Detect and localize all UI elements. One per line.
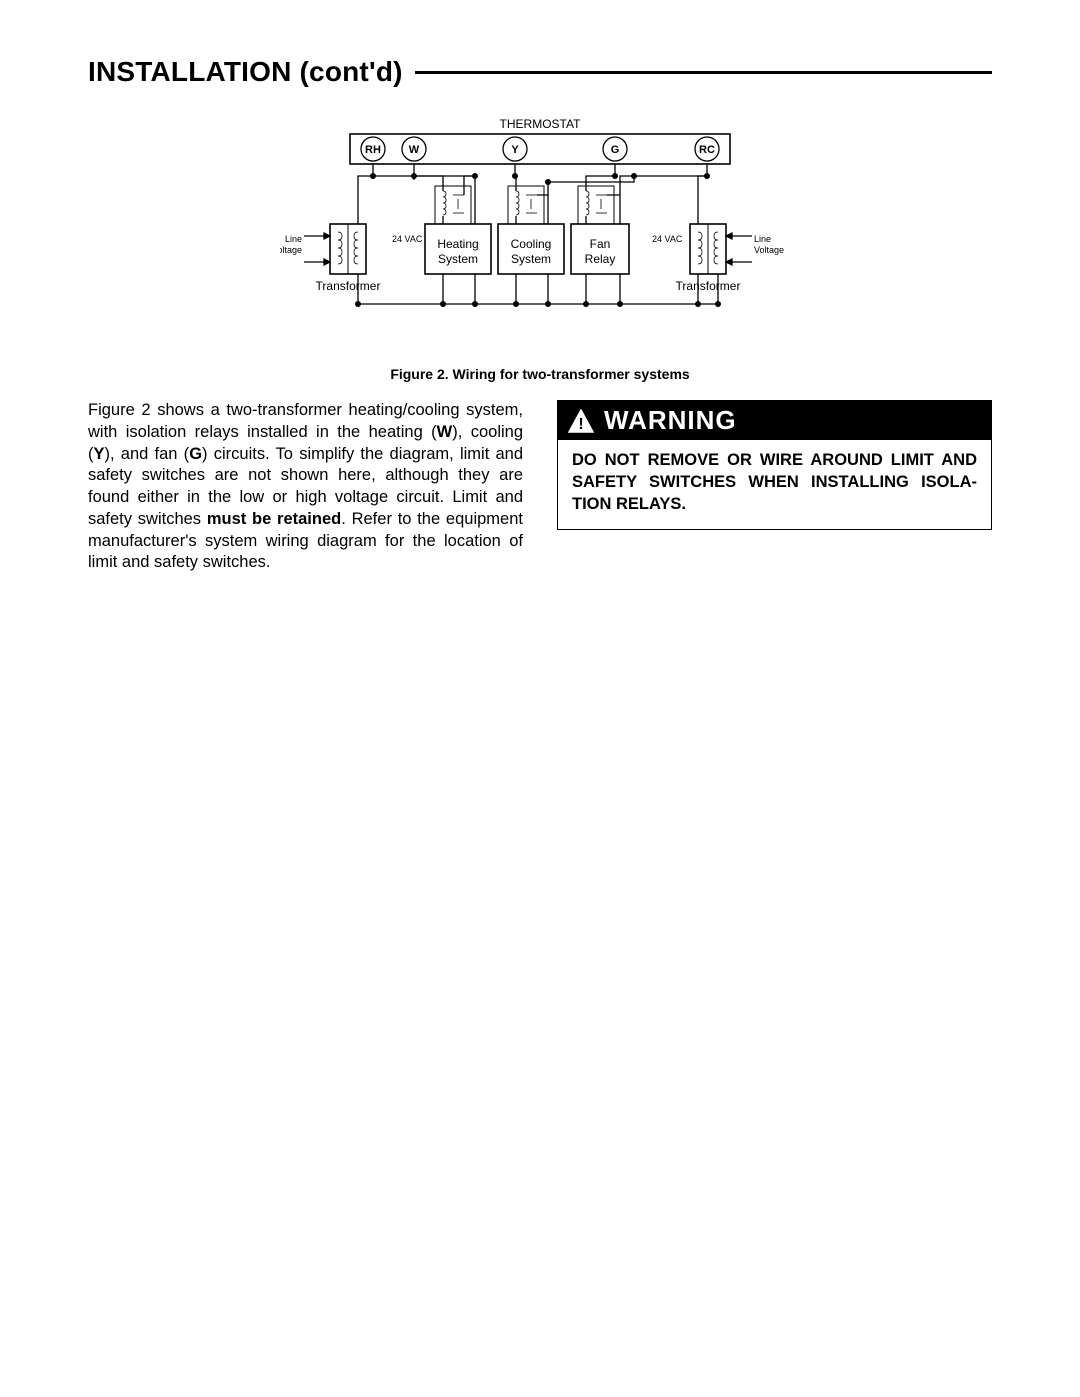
terminal-y-label: Y: [511, 144, 519, 156]
terminal-w-label: W: [409, 144, 420, 156]
body-t3: ), and fan (: [105, 445, 190, 463]
svg-text:!: !: [578, 416, 583, 433]
wiring-diagram: THERMOSTAT RH W Y G RC: [280, 116, 800, 356]
heading-rule: [415, 71, 992, 74]
line-voltage-left-1: Line: [285, 234, 302, 244]
label-transformer-right: Transformer: [676, 279, 741, 293]
label-cooling-1: Cooling: [511, 237, 552, 251]
relay-cooling: [516, 191, 537, 215]
line-voltage-right-2: Voltage: [754, 245, 784, 255]
label-transformer-left: Transformer: [316, 279, 381, 293]
warning-column: ! WARNING DO NOT REMOVE OR WIRE AROUND L…: [557, 400, 992, 530]
diagram-title: THERMOSTAT: [500, 117, 582, 131]
terminal-rh-label: RH: [365, 144, 381, 156]
section-heading-row: INSTALLATION (cont'd): [88, 56, 992, 88]
body-paragraph: Figure 2 shows a two-transformer heating…: [88, 400, 523, 574]
label-heating-1: Heating: [437, 237, 478, 251]
line-voltage-left-2: Voltage: [280, 245, 302, 255]
body-b4: must be retained: [207, 510, 341, 528]
warning-body: DO NOT REMOVE OR WIRE AROUND LIMIT AND S…: [572, 450, 977, 515]
vac-left: 24 VAC: [392, 234, 423, 244]
label-fan-1: Fan: [590, 237, 611, 251]
figure-wrap: THERMOSTAT RH W Y G RC: [88, 116, 992, 356]
terminal-rc-label: RC: [699, 144, 715, 156]
terminal-g-label: G: [611, 144, 620, 156]
relay-boxes: [435, 186, 614, 224]
warning-box: ! WARNING DO NOT REMOVE OR WIRE AROUND L…: [557, 400, 992, 530]
label-cooling-2: System: [511, 252, 551, 266]
two-column-body: Figure 2 shows a two-transformer heating…: [88, 400, 992, 574]
vac-right: 24 VAC: [652, 234, 683, 244]
body-b3: G: [189, 445, 202, 463]
page: INSTALLATION (cont'd) THERMOSTAT RH W Y: [0, 0, 1080, 1397]
relay-fan: [586, 191, 607, 215]
line-voltage-right-1: Line: [754, 234, 771, 244]
body-b2: Y: [94, 445, 105, 463]
body-b1: W: [437, 423, 453, 441]
warning-title: WARNING: [604, 405, 737, 436]
section-heading: INSTALLATION (cont'd): [88, 56, 403, 88]
warning-icon: !: [568, 409, 594, 433]
relay-heating: [443, 191, 464, 215]
label-fan-2: Relay: [585, 252, 616, 266]
label-heating-2: System: [438, 252, 478, 266]
warning-banner: ! WARNING: [558, 401, 991, 440]
figure-caption: Figure 2. Wiring for two-transformer sys…: [88, 366, 992, 382]
